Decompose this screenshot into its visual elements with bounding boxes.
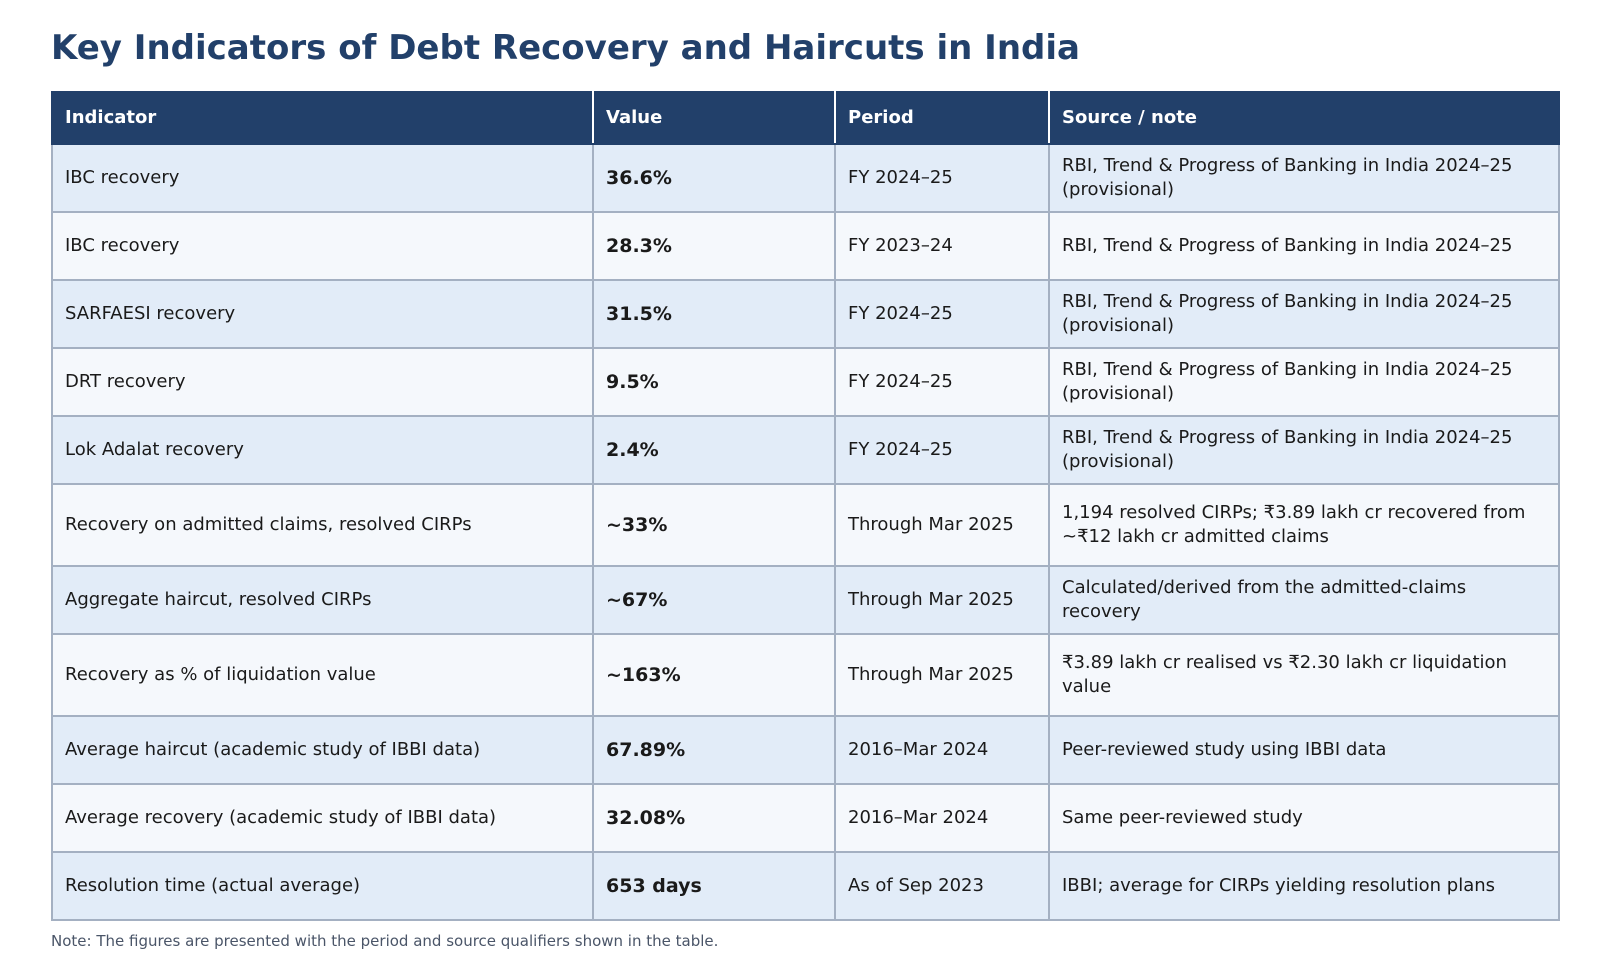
cell-value: 67.89% (592, 715, 836, 785)
cell-source-note: RBI, Trend & Progress of Banking in Indi… (1048, 415, 1560, 485)
table-row: IBC recovery 36.6% FY 2024–25 RBI, Trend & … (51, 143, 1560, 213)
cell-indicator: SARFAESI recovery (51, 279, 594, 349)
cell-period: 2016–Mar 2024 (834, 783, 1050, 853)
header-period: Period (834, 91, 1050, 145)
indicators-table: Indicator Value Period Source / note IBC… (51, 91, 1560, 921)
cell-source-note: Peer-reviewed study using IBBI data (1048, 715, 1560, 785)
cell-value: 31.5% (592, 279, 836, 349)
header-value: Value (592, 91, 836, 145)
cell-value: ~33% (592, 483, 836, 567)
table-footnote: Note: The figures are presented with the… (51, 932, 719, 950)
table-row: Resolution time (actual average) 653 days… (51, 851, 1560, 921)
table-row: IBC recovery 28.3% FY 2023–24 RBI, Trend & … (51, 211, 1560, 281)
cell-value: ~163% (592, 633, 836, 717)
table-row: Average recovery (academic study of IBBI… (51, 783, 1560, 853)
cell-value: 36.6% (592, 143, 836, 213)
cell-source-note: RBI, Trend & Progress of Banking in Indi… (1048, 347, 1560, 417)
cell-source-note: RBI, Trend & Progress of Banking in Indi… (1048, 211, 1560, 281)
table-row: Recovery as % of liquidation value ~163% T… (51, 633, 1560, 717)
cell-period: Through Mar 2025 (834, 565, 1050, 635)
table-row: Recovery on admitted claims, resolved CI… (51, 483, 1560, 567)
cell-source-note: Same peer-reviewed study (1048, 783, 1560, 853)
table-row: DRT recovery 9.5% FY 2024–25 RBI, Trend & P… (51, 347, 1560, 417)
cell-period: 2016–Mar 2024 (834, 715, 1050, 785)
cell-period: FY 2024–25 (834, 347, 1050, 417)
table-body: IBC recovery 36.6% FY 2024–25 RBI, Trend & … (51, 143, 1560, 921)
table-row: Average haircut (academic study of IBBI … (51, 715, 1560, 785)
table-row: Aggregate haircut, resolved CIRPs ~67% Thr… (51, 565, 1560, 635)
cell-value: 32.08% (592, 783, 836, 853)
cell-period: Through Mar 2025 (834, 633, 1050, 717)
cell-source-note: 1,194 resolved CIRPs; ₹3.89 lakh cr reco… (1048, 483, 1560, 567)
cell-source-note: Calculated/derived from the admitted-cla… (1048, 565, 1560, 635)
cell-source-note: IBBI; average for CIRPs yielding resolut… (1048, 851, 1560, 921)
cell-value: 9.5% (592, 347, 836, 417)
table-header-row: Indicator Value Period Source / note (51, 91, 1560, 145)
cell-value: 2.4% (592, 415, 836, 485)
cell-period: Through Mar 2025 (834, 483, 1050, 567)
cell-indicator: Resolution time (actual average) (51, 851, 594, 921)
cell-period: FY 2024–25 (834, 143, 1050, 213)
cell-value: ~67% (592, 565, 836, 635)
cell-indicator: DRT recovery (51, 347, 594, 417)
cell-indicator: Aggregate haircut, resolved CIRPs (51, 565, 594, 635)
table-row: SARFAESI recovery 31.5% FY 2024–25 RBI, Tre… (51, 279, 1560, 349)
cell-indicator: Average recovery (academic study of IBBI… (51, 783, 594, 853)
header-indicator: Indicator (51, 91, 594, 145)
cell-period: FY 2024–25 (834, 415, 1050, 485)
cell-period: FY 2024–25 (834, 279, 1050, 349)
cell-period: As of Sep 2023 (834, 851, 1050, 921)
cell-indicator: Lok Adalat recovery (51, 415, 594, 485)
cell-source-note: ₹3.89 lakh cr realised vs ₹2.30 lakh cr … (1048, 633, 1560, 717)
cell-indicator: Average haircut (academic study of IBBI … (51, 715, 594, 785)
header-source-note: Source / note (1048, 91, 1560, 145)
cell-value: 653 days (592, 851, 836, 921)
page-title: Key Indicators of Debt Recovery and Hair… (51, 28, 1080, 68)
cell-value: 28.3% (592, 211, 836, 281)
cell-period: FY 2023–24 (834, 211, 1050, 281)
cell-indicator: Recovery on admitted claims, resolved CI… (51, 483, 594, 567)
cell-source-note: RBI, Trend & Progress of Banking in Indi… (1048, 143, 1560, 213)
cell-indicator: Recovery as % of liquidation value (51, 633, 594, 717)
cell-indicator: IBC recovery (51, 143, 594, 213)
table-row: Lok Adalat recovery 2.4% FY 2024–25 RBI, Tr… (51, 415, 1560, 485)
cell-source-note: RBI, Trend & Progress of Banking in Indi… (1048, 279, 1560, 349)
cell-indicator: IBC recovery (51, 211, 594, 281)
